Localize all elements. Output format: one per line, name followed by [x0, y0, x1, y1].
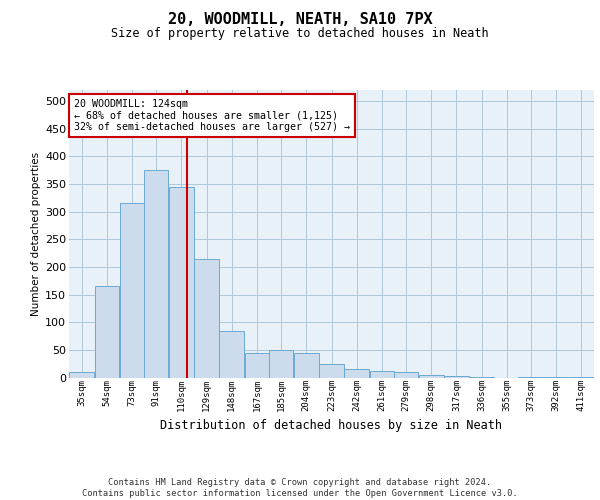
- Bar: [95, 286, 119, 378]
- Text: Contains HM Land Registry data © Crown copyright and database right 2024.
Contai: Contains HM Land Registry data © Crown c…: [82, 478, 518, 498]
- Bar: [518, 377, 543, 378]
- Bar: [245, 352, 269, 378]
- Text: 20, WOODMILL, NEATH, SA10 7PX: 20, WOODMILL, NEATH, SA10 7PX: [167, 12, 433, 28]
- Bar: [569, 377, 594, 378]
- Bar: [370, 371, 394, 378]
- Bar: [544, 377, 568, 378]
- Bar: [294, 352, 319, 378]
- Bar: [344, 369, 369, 378]
- Bar: [220, 330, 244, 378]
- Bar: [143, 170, 169, 378]
- Bar: [194, 258, 219, 378]
- Bar: [269, 350, 293, 378]
- Bar: [120, 204, 145, 378]
- Bar: [319, 364, 344, 378]
- Bar: [394, 372, 418, 378]
- Bar: [444, 376, 469, 378]
- Text: Size of property relative to detached houses in Neath: Size of property relative to detached ho…: [111, 28, 489, 40]
- Bar: [469, 377, 494, 378]
- Bar: [69, 372, 94, 378]
- X-axis label: Distribution of detached houses by size in Neath: Distribution of detached houses by size …: [161, 420, 503, 432]
- Bar: [419, 374, 443, 378]
- Y-axis label: Number of detached properties: Number of detached properties: [31, 152, 41, 316]
- Bar: [169, 187, 194, 378]
- Text: 20 WOODMILL: 124sqm
← 68% of detached houses are smaller (1,125)
32% of semi-det: 20 WOODMILL: 124sqm ← 68% of detached ho…: [74, 98, 350, 132]
